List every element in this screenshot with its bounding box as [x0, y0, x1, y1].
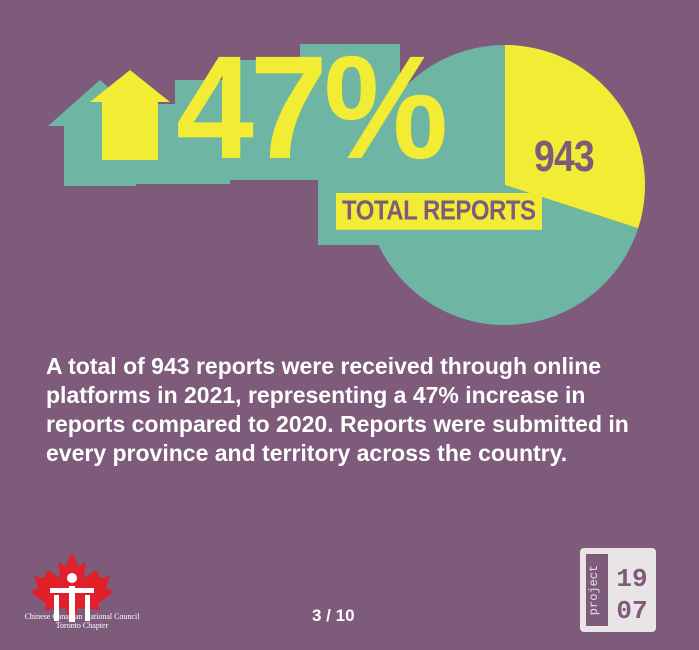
pie-value-label: 943 [534, 132, 595, 181]
project-1907-logo: project 19 07 [580, 548, 656, 632]
total-reports-label: TOTAL REPORTS [336, 193, 542, 230]
project-number-bottom: 07 [616, 596, 647, 626]
maple-leaf-icon [30, 552, 114, 622]
ccnc-logo: Chinese Canadian National Council Toront… [12, 548, 139, 644]
project-word: project [587, 565, 601, 615]
page-indicator: 3 / 10 [312, 606, 355, 625]
pie-slice-0 [505, 45, 645, 229]
pie-slice-1 [365, 45, 639, 326]
description-text: A total of 943 reports were received thr… [46, 353, 629, 466]
org-name-line1: Chinese Canadian National Council [24, 612, 140, 621]
up-arrow-icon [90, 70, 170, 160]
pie-chart [365, 45, 645, 326]
project-number-top: 19 [616, 564, 647, 594]
org-name-line2: Toronto Chapter [55, 621, 109, 630]
